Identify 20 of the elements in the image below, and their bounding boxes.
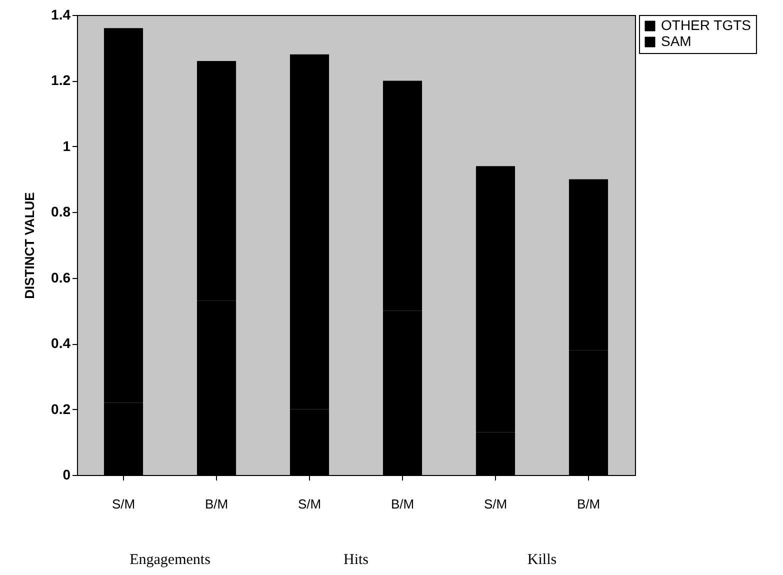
- legend-label: OTHER TGTS: [661, 17, 751, 33]
- y-tick-label: 0.4: [51, 335, 71, 352]
- y-tick-label: 1.4: [51, 6, 71, 22]
- x-tick-label: B/M: [576, 496, 600, 512]
- text: Engagements: [130, 552, 211, 568]
- text: Kills: [527, 552, 557, 568]
- x-tick-label: S/M: [298, 496, 322, 512]
- x-tick-label: B/M: [204, 496, 228, 512]
- y-tick-label: 0.2: [51, 400, 71, 417]
- y-axis-title: DISTINCT VALUE: [22, 192, 38, 299]
- x-tick-label: B/M: [390, 496, 414, 512]
- y-tick-label: 0.8: [51, 204, 71, 220]
- x-tick-label: S/M: [484, 496, 508, 512]
- text: Hits: [343, 552, 369, 568]
- legend-label: SAM: [661, 33, 692, 49]
- y-tick-label: 1.2: [51, 72, 71, 88]
- y-tick-label: 0.6: [51, 269, 71, 286]
- x-tick-label: S/M: [112, 496, 136, 512]
- y-tick-label: 1: [62, 138, 71, 154]
- y-tick-label: 0: [62, 466, 71, 482]
